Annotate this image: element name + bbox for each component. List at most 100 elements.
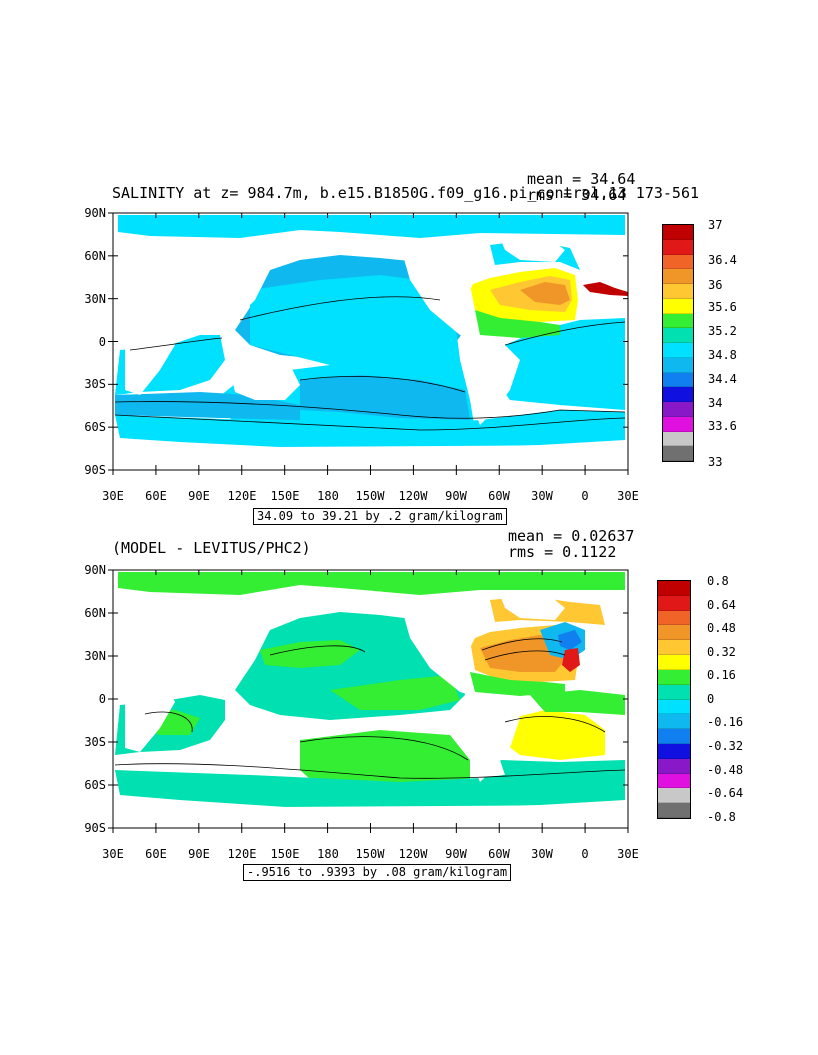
panel1-colorbar-swatch [663,387,693,402]
panel1-land-samerica [465,340,520,425]
panel2-ylab-6: 90S [84,821,106,835]
panel2-colorbar [657,580,691,819]
panel1-colorbar-swatch [663,284,693,299]
panel1-colorbar-swatch [663,313,693,329]
panel1-colorbar-swatch [663,372,693,388]
panel2-xlab-0: 30E [102,847,124,861]
panel1-xlab-10: 30W [531,489,553,503]
panel2-contour-b [114,763,626,779]
panel1-xlab-7: 120W [398,489,428,503]
panel1-cb-label-8: 33.6 [708,419,737,433]
panel2-contour-f [299,736,469,761]
panel2-xlab-1: 60E [145,847,167,861]
panel2-colorbar-swatch [658,699,690,715]
panel2-colorbar-swatch [658,788,690,804]
panel2-cb-label-3: 0.32 [707,645,736,659]
panel2-xlab-2: 90E [188,847,210,861]
panel1-land-australia [230,360,300,400]
panel2-cb-label-1: 0.64 [707,598,736,612]
panel1-land-africa [125,325,175,395]
panel1-colorbar-swatch [663,269,693,284]
panel2-cb-label-5: 0 [707,692,715,706]
panel1-cb-label-6: 34.4 [708,372,737,386]
panel1-contour-e [504,321,626,346]
panel2-xlab-4: 150E [270,847,300,861]
panel1-cb-label-2: 36 [708,278,723,292]
panel1-ylab-2: 30N [84,292,106,306]
panel1-colorbar-swatch [663,402,693,417]
panel2-contour-a [269,645,366,656]
panel2-southern-ocean [115,768,625,808]
panel1-colorbar [662,224,694,462]
panel2-cb-label-8: -0.48 [707,763,744,777]
panel2-ylab-0: 90N [84,563,106,577]
panel1-ylab-0: 90N [84,206,106,220]
panel1-colorbar-swatch [663,328,693,343]
panel2-land-africa [125,682,175,752]
panel2-land-greenland [500,592,565,620]
panel2-xlab-12: 30E [617,847,639,861]
panel2-south-atlantic [500,710,605,760]
panel1-natl-orange2 [520,282,570,305]
panel2-satl-cyan [500,760,625,778]
panel2-cb-label-7: -0.32 [707,739,744,753]
panel2-range-label: -.9516 to .9393 by .08 gram/kilogram [243,864,512,881]
panel1-colorbar-swatch [663,357,693,373]
panel1-land-namerica [400,245,480,340]
panel1-land-greenland [500,235,565,262]
panel2-xlab-3: 120E [227,847,257,861]
panel1-cb-label-0: 37 [708,218,723,232]
panel2-colorbar-swatch [658,655,690,670]
panel1-rms-label: rms = 34.64 [527,186,627,204]
panel1-colorbar-swatch [663,431,693,447]
panel2-colorbar-swatch [658,729,690,744]
panel2-colorbar-swatch [658,581,690,596]
panel2-mean-label: mean = 0.02637 [508,527,635,545]
panel2-natl-red [562,648,580,672]
panel2-colorbar-swatch [658,610,690,626]
panel2-colorbar-swatch [658,758,690,774]
panel2-contour-g [144,711,193,733]
panel2-cb-label-4: 0.16 [707,668,736,682]
panel1-cb-label-5: 34.8 [708,348,737,362]
panel2-arctic [118,572,625,595]
panel1-xlab-9: 60W [488,489,510,503]
panel1-south-pacific [300,375,470,420]
panel2-ylab-4: 30S [84,735,106,749]
panel2-xlab-11: 0 [581,847,589,861]
panel1-title: SALINITY at z= 984.7m, b.e15.B1850G.f09_… [112,184,699,202]
panel1-med-red [583,282,628,296]
panel1-xlab-1: 60E [145,489,167,503]
panel2-xlab-6: 150W [355,847,385,861]
panel2-land-samerica [465,698,520,782]
panel1-xlab-4: 150E [270,489,300,503]
panel1-xlab-6: 150W [355,489,385,503]
panel1-contour-c [114,414,626,431]
panel2-colorbar-swatch [658,773,690,789]
panel1-contour-d [299,376,466,393]
panel2-land-namerica [400,602,480,698]
panel1-ylab-3: 0 [98,335,106,349]
panel1-colorbar-swatch [663,343,693,358]
panel1-mean-label: mean = 34.64 [527,170,636,188]
panel2-south-pacific [300,730,470,790]
panel1-colorbar-swatch [663,416,693,432]
panel1-colorbar-swatch [663,225,693,240]
panel2-satl-green [530,690,625,715]
panel2-natl-green [470,672,565,696]
panel1-ylab-5: 60S [84,420,106,434]
panel2-xlab-9: 60W [488,847,510,861]
panel2-land-antarctica [113,805,625,828]
panel1-xlab-5: 180 [317,489,339,503]
panel1-ylab-1: 60N [84,249,106,263]
panel2-colorbar-swatch [658,803,690,818]
panel1-xlab-3: 120E [227,489,257,503]
panel1-contour-b [114,401,626,419]
panel2-cb-label-0: 0.8 [707,574,729,588]
panel1-cb-label-1: 36.4 [708,253,737,267]
panel1-southern-ocean [115,410,625,448]
panel2-title: (MODEL - LEVITUS/PHC2) [112,539,311,557]
panel2-cb-label-2: 0.48 [707,621,736,635]
panel2-colorbar-swatch [658,625,690,641]
